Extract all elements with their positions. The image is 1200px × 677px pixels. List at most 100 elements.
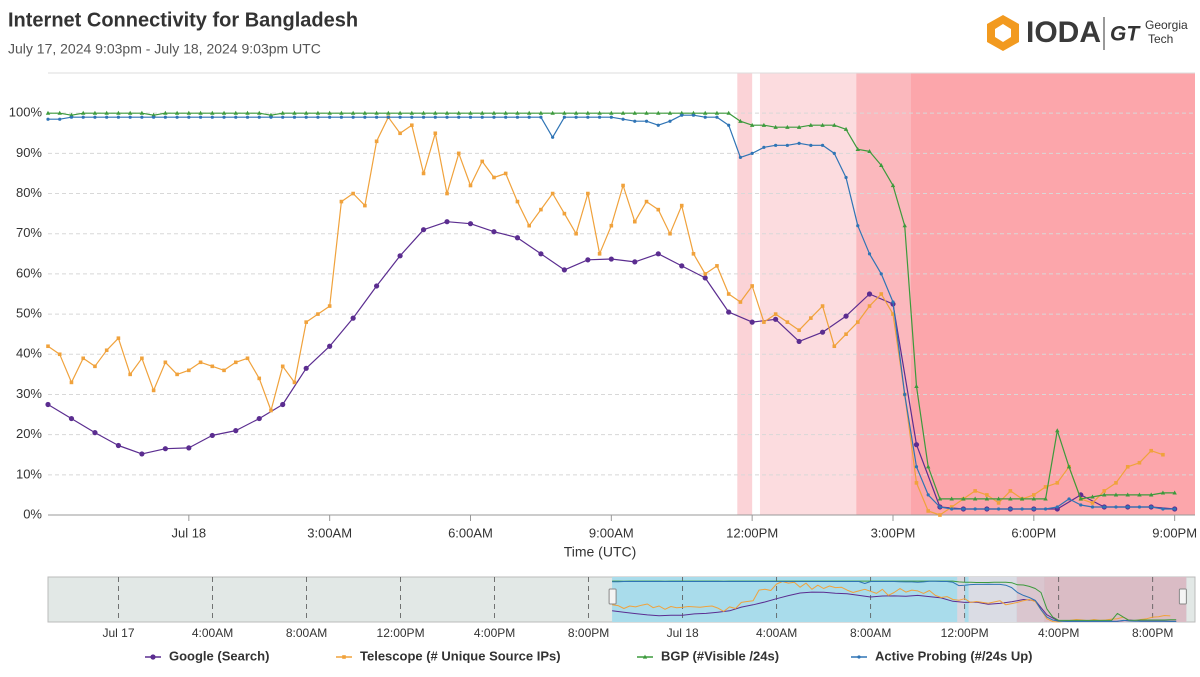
point — [269, 115, 273, 119]
point — [866, 291, 873, 297]
point — [621, 117, 625, 121]
point — [996, 496, 1001, 501]
point — [233, 428, 239, 434]
point — [832, 344, 837, 349]
point — [797, 328, 801, 332]
point — [280, 364, 285, 369]
point — [175, 115, 179, 119]
point — [843, 126, 849, 131]
point — [950, 507, 954, 511]
point — [398, 131, 402, 136]
point — [539, 115, 543, 119]
alert-band — [737, 73, 753, 515]
point — [562, 110, 567, 115]
point — [457, 115, 461, 119]
point — [1102, 505, 1106, 509]
point — [1149, 448, 1153, 453]
point — [526, 110, 532, 115]
point — [350, 315, 356, 321]
point — [116, 110, 121, 115]
point — [1090, 494, 1095, 499]
point — [621, 183, 625, 188]
point — [609, 223, 614, 228]
point — [1125, 492, 1130, 497]
point — [644, 110, 649, 115]
navigator-handle — [608, 588, 617, 605]
point — [163, 110, 168, 115]
point — [608, 256, 614, 262]
point — [292, 380, 297, 385]
navigator-tick-label: 12:00PM — [377, 626, 425, 640]
subtitle: July 17, 2024 9:03pm - July 18, 2024 9:0… — [8, 41, 321, 57]
point — [855, 146, 860, 151]
point — [1008, 489, 1013, 493]
point — [726, 110, 731, 115]
point — [433, 131, 438, 136]
point — [69, 380, 74, 385]
point — [1172, 490, 1177, 495]
navigator: Jul 17 4:00AM 8:00AM 12:00PM 4:00PM 8:00PM Jul… — [47, 576, 1196, 640]
point — [151, 112, 156, 117]
point — [1019, 496, 1025, 501]
point — [796, 124, 802, 129]
legend-label: Active Probing (#/24s Up) — [875, 648, 1032, 663]
point — [339, 110, 344, 115]
x-tick-label: 9:00AM — [589, 525, 634, 540]
point — [844, 332, 848, 336]
point — [914, 384, 919, 389]
point — [867, 304, 872, 308]
point — [292, 115, 297, 119]
point — [844, 175, 848, 180]
point — [644, 119, 649, 123]
y-tick-label: 60% — [16, 265, 42, 280]
point — [726, 292, 731, 296]
point — [949, 505, 954, 509]
point — [81, 115, 85, 119]
point — [761, 122, 767, 127]
x-tick-label: Jul 18 — [171, 525, 206, 540]
point — [738, 118, 743, 123]
point — [303, 110, 309, 115]
point — [691, 113, 696, 117]
point — [809, 143, 813, 147]
point — [257, 115, 261, 119]
point — [328, 115, 332, 119]
point — [128, 372, 132, 377]
point — [257, 110, 262, 115]
point — [1137, 505, 1142, 509]
point — [538, 251, 544, 257]
point — [1043, 507, 1048, 511]
navigator-tick-label: 8:00PM — [1132, 626, 1173, 640]
point — [421, 110, 426, 115]
point — [433, 110, 438, 115]
point — [515, 110, 520, 115]
point — [1020, 507, 1024, 511]
point — [1149, 505, 1153, 509]
y-tick-label: 20% — [16, 426, 42, 441]
x-tick-label: 3:00AM — [307, 525, 352, 540]
point — [515, 199, 520, 204]
point — [679, 203, 684, 208]
point — [503, 171, 508, 176]
point — [222, 115, 226, 119]
point — [409, 110, 415, 115]
point — [221, 110, 227, 115]
point — [163, 115, 167, 119]
point — [245, 356, 250, 361]
point — [538, 110, 544, 115]
navigator-tick-label: 4:00AM — [756, 626, 797, 640]
point — [773, 316, 779, 322]
point — [819, 329, 826, 335]
point — [115, 442, 122, 449]
point — [316, 115, 320, 119]
point — [562, 211, 567, 216]
point — [703, 272, 708, 276]
legend-marker — [857, 655, 861, 659]
point — [855, 320, 860, 324]
legend-marker — [642, 654, 648, 659]
point — [45, 110, 51, 115]
point — [1148, 492, 1154, 497]
x-tick-label: 3:00PM — [871, 525, 916, 540]
point — [468, 115, 473, 119]
